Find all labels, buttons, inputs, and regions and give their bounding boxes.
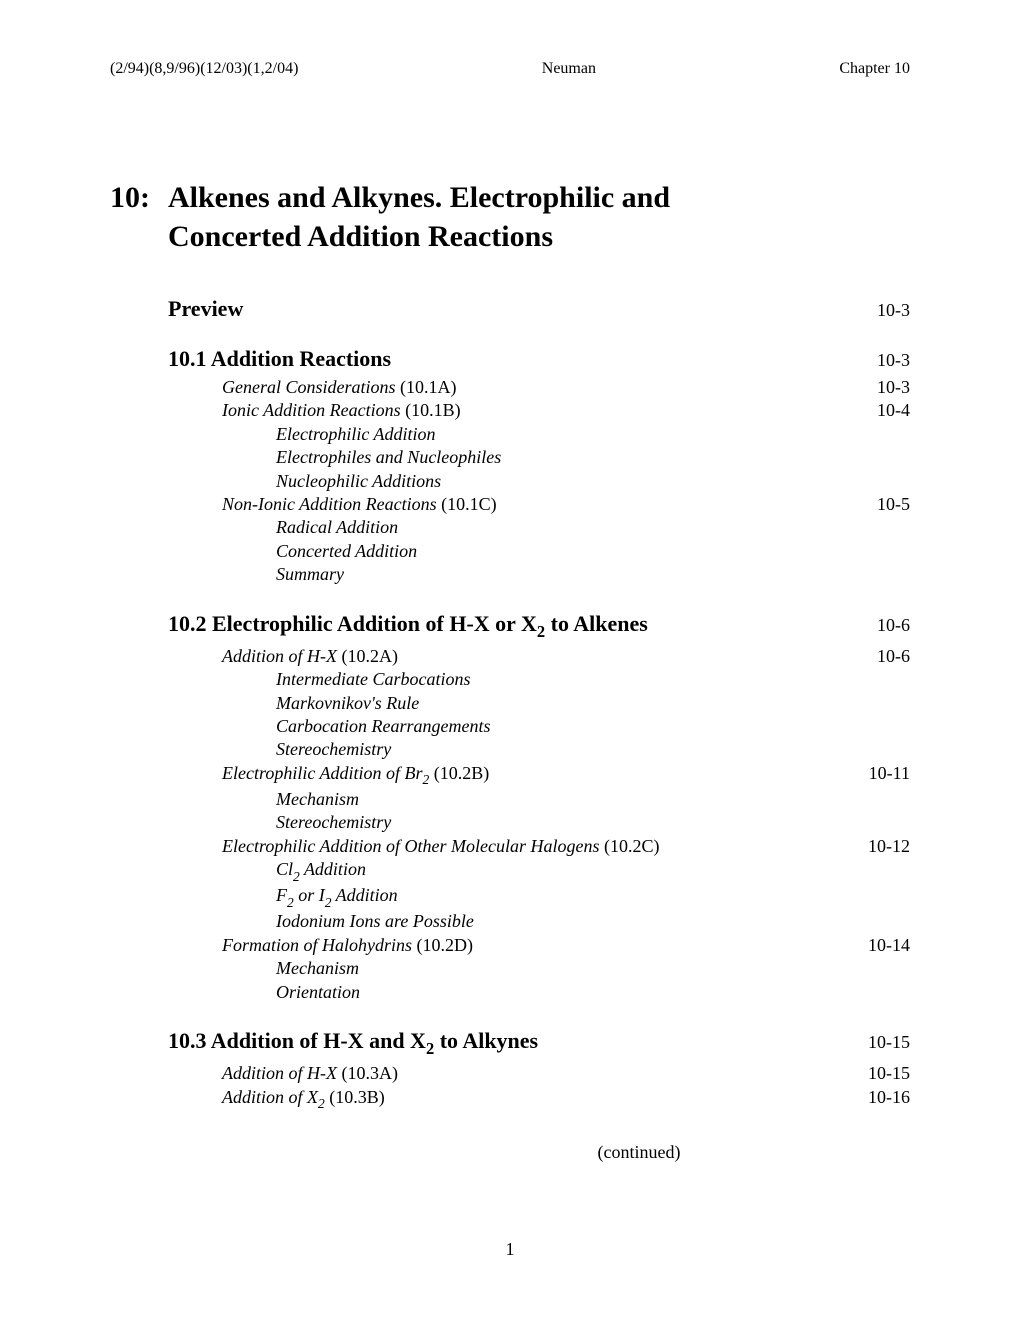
- toc-section-10-1: 10.1 Addition Reactions 10-3: [168, 346, 910, 372]
- toc-section-10-3-label: 10.3 Addition of H-X and X2 to Alkynes: [168, 1028, 538, 1058]
- toc-subitem: Nucleophilic Additions: [168, 470, 910, 493]
- toc-section-10-3-page: 10-15: [848, 1032, 910, 1053]
- page-number: 1: [0, 1239, 1020, 1260]
- toc-subitem: Electrophilic Addition: [168, 423, 910, 446]
- header-center: Neuman: [542, 60, 596, 78]
- header-left: (2/94)(8,9/96)(12/03)(1,2/04): [110, 60, 298, 78]
- toc-subitem: Orientation: [168, 981, 910, 1004]
- toc-subitem: Intermediate Carbocations: [168, 668, 910, 691]
- header-right: Chapter 10: [839, 60, 910, 78]
- page-container: (2/94)(8,9/96)(12/03)(1,2/04) Neuman Cha…: [0, 0, 1020, 1163]
- toc-section-10-1-label: 10.1 Addition Reactions: [168, 346, 391, 372]
- toc-preview-page: 10-3: [857, 300, 910, 321]
- toc-section-10-2-page: 10-6: [857, 615, 910, 636]
- toc-subitem: Stereochemistry: [168, 811, 910, 834]
- chapter-title-text: Alkenes and Alkynes. Electrophilic and C…: [168, 178, 910, 256]
- toc-section-10-3: 10.3 Addition of H-X and X2 to Alkynes 1…: [168, 1028, 910, 1058]
- toc-subitem: Cl2 Addition: [168, 858, 910, 884]
- toc-section-10-1-page: 10-3: [857, 350, 910, 371]
- toc-preview: Preview 10-3: [168, 296, 910, 322]
- toc-item: Ionic Addition Reactions (10.1B) 10-4: [168, 399, 910, 422]
- toc-subitem: Concerted Addition: [168, 540, 910, 563]
- toc-subitem: Mechanism: [168, 788, 910, 811]
- toc-subitem: Summary: [168, 563, 910, 586]
- toc-subitem: Iodonium Ions are Possible: [168, 910, 910, 933]
- toc-preview-label: Preview: [168, 296, 243, 322]
- toc-item: General Considerations (10.1A) 10-3: [168, 376, 910, 399]
- toc-section-10-2-label: 10.2 Electrophilic Addition of H-X or X2…: [168, 611, 648, 641]
- toc-subitem: Stereochemistry: [168, 738, 910, 761]
- toc-section-10-2: 10.2 Electrophilic Addition of H-X or X2…: [168, 611, 910, 641]
- toc-subitem: Carbocation Rearrangements: [168, 715, 910, 738]
- toc-subitem: Radical Addition: [168, 516, 910, 539]
- toc-item: Addition of X2 (10.3B) 10-16: [168, 1086, 910, 1112]
- toc-item: Formation of Halohydrins (10.2D) 10-14: [168, 934, 910, 957]
- toc-item: Electrophilic Addition of Other Molecula…: [168, 835, 910, 858]
- chapter-title: 10: Alkenes and Alkynes. Electrophilic a…: [110, 178, 910, 256]
- chapter-number: 10:: [110, 178, 168, 256]
- toc-item: Electrophilic Addition of Br2 (10.2B) 10…: [168, 762, 910, 788]
- toc-subitem: Markovnikov's Rule: [168, 692, 910, 715]
- toc-subitem: Electrophiles and Nucleophiles: [168, 446, 910, 469]
- continued-label: (continued): [168, 1142, 910, 1163]
- toc-subitem: Mechanism: [168, 957, 910, 980]
- toc-subitem: F2 or I2 Addition: [168, 884, 910, 910]
- toc-item: Non-Ionic Addition Reactions (10.1C) 10-…: [168, 493, 910, 516]
- page-header: (2/94)(8,9/96)(12/03)(1,2/04) Neuman Cha…: [110, 60, 910, 78]
- toc-content: Preview 10-3 10.1 Addition Reactions 10-…: [110, 296, 910, 1163]
- toc-item: Addition of H-X (10.2A) 10-6: [168, 645, 910, 668]
- toc-item: Addition of H-X (10.3A) 10-15: [168, 1062, 910, 1085]
